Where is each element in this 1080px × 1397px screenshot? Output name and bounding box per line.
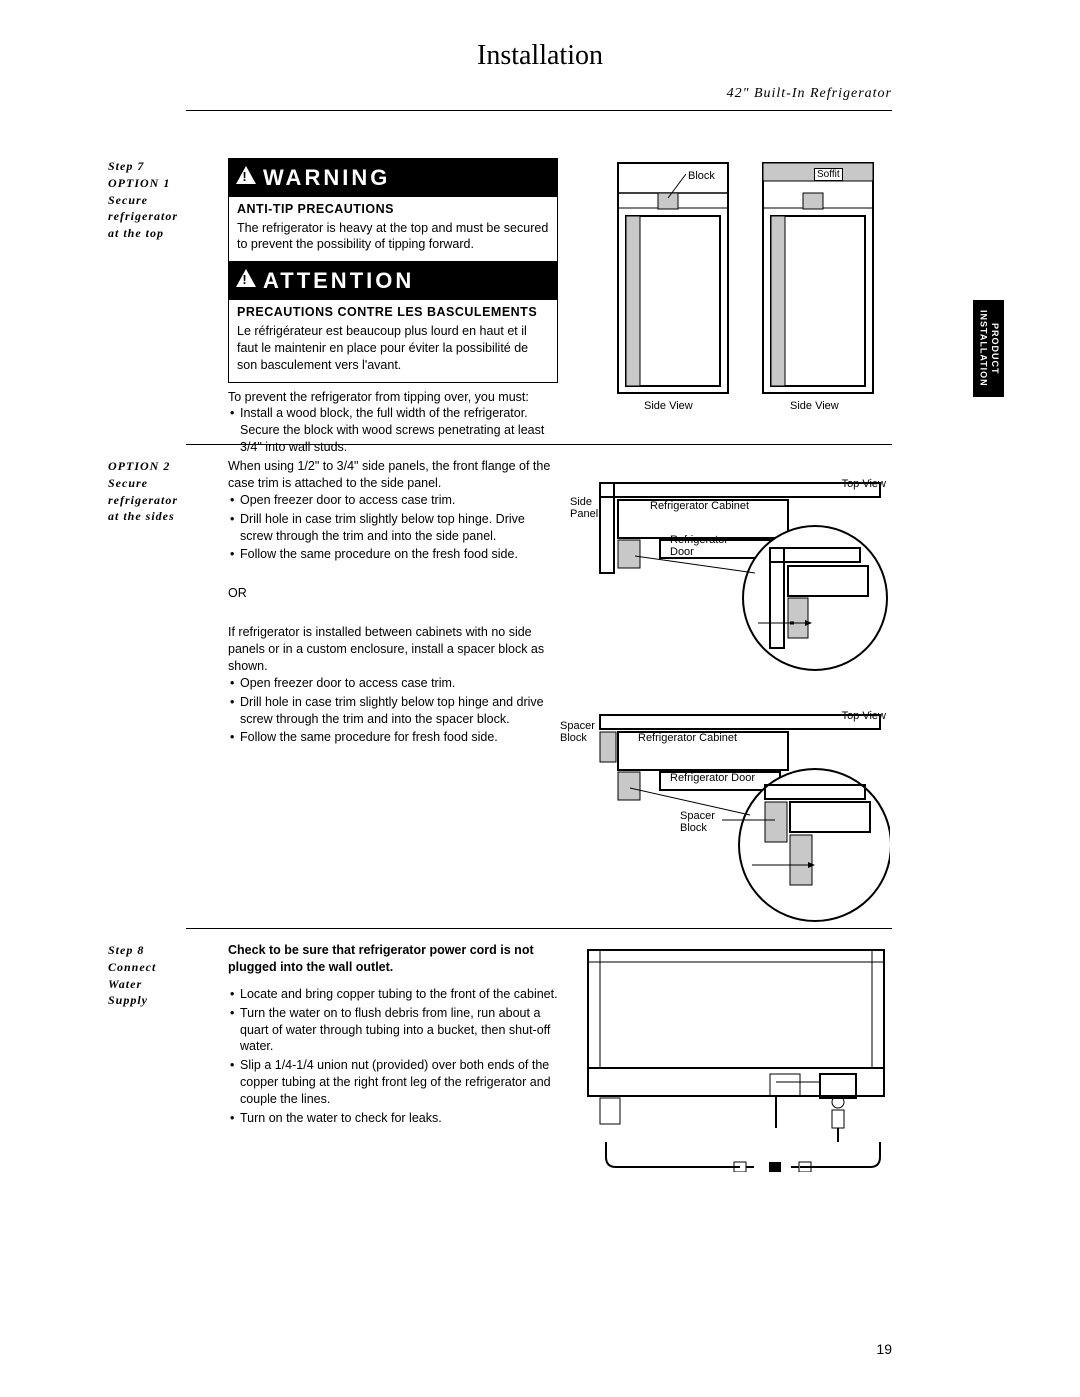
figure-water-supply xyxy=(580,942,892,1172)
warning-label: WARNING xyxy=(263,163,390,193)
label-sideview-1: Side View xyxy=(644,400,693,412)
page-title: Installation xyxy=(0,40,1080,72)
label-cabinet-2: Refrigerator Cabinet xyxy=(638,732,737,744)
label-door-1: Refrigerator Door xyxy=(670,534,728,558)
label-sideview-2: Side View xyxy=(790,400,839,412)
figure-side-views: Block Soffit Side View Side View xyxy=(608,158,888,438)
warning-subhead: ANTI-TIP PRECAUTIONS xyxy=(237,201,549,218)
attention-icon: ! xyxy=(235,266,257,296)
figure-top-view-panel: Top View Side Panel Refrigerator Cabinet… xyxy=(570,458,890,678)
warning-body: The refrigerator is heavy at the top and… xyxy=(237,221,548,252)
step-label-7-opt1: Step 7 OPTION 1 Secure refrigerator at t… xyxy=(108,158,218,242)
step8-bullet-2: Turn the water on to flush debris from l… xyxy=(228,1005,558,1056)
step8-bullet-1: Locate and bring copper tubing to the fr… xyxy=(228,986,558,1003)
opt2-bullet-4: Open freezer door to access case trim. xyxy=(228,675,558,692)
page-number: 19 xyxy=(876,1341,892,1357)
step8-bullet-3: Slip a 1/4-1/4 union nut (provided) over… xyxy=(228,1057,558,1108)
opt1-bullet-1: Install a wood block, the full width of … xyxy=(228,405,558,456)
label-spacer-1: Spacer Block xyxy=(560,720,595,744)
section-tab: PRODUCT INSTALLATION xyxy=(973,300,1004,397)
opt2-intro2: If refrigerator is installed between cab… xyxy=(228,624,558,675)
step8-bullet-4: Turn on the water to check for leaks. xyxy=(228,1110,558,1127)
tab-line1: PRODUCT xyxy=(990,323,1000,375)
label-door-2: Refrigerator Door xyxy=(670,772,755,784)
step8-warn: Check to be sure that refrigerator power… xyxy=(228,942,558,976)
attention-subhead: PRECAUTIONS CONTRE LES BASCULEMENTS xyxy=(237,304,549,321)
label-spacer-2: Spacer Block xyxy=(680,810,715,834)
divider-rule-2 xyxy=(186,928,892,929)
tab-line2: INSTALLATION xyxy=(978,310,988,387)
label-sidepanel: Side Panel xyxy=(570,496,598,520)
opt2-bullet-2: Drill hole in case trim slightly below t… xyxy=(228,511,558,545)
opt1-intro: To prevent the refrigerator from tipping… xyxy=(228,389,558,406)
label-topview-2: Top View xyxy=(842,710,886,722)
figure-top-view-spacer: Top View Spacer Block Refrigerator Cabin… xyxy=(570,690,890,925)
label-cabinet-1: Refrigerator Cabinet xyxy=(650,500,749,512)
label-soffit: Soffit xyxy=(814,168,843,181)
svg-text:!: ! xyxy=(242,272,249,287)
attention-label: ATTENTION xyxy=(263,266,414,296)
opt2-intro: When using 1/2" to 3/4" side panels, the… xyxy=(228,458,558,492)
label-topview-1: Top View xyxy=(842,478,886,490)
warning-icon: ! xyxy=(235,163,257,193)
svg-text:!: ! xyxy=(242,169,249,184)
label-block: Block xyxy=(688,170,715,182)
attention-box: ! ATTENTION PRECAUTIONS CONTRE LES BASCU… xyxy=(228,262,558,382)
opt2-bullet-1: Open freezer door to access case trim. xyxy=(228,492,558,509)
opt2-bullet-3: Follow the same procedure on the fresh f… xyxy=(228,546,558,563)
page-subtitle: 42" Built-In Refrigerator xyxy=(727,86,892,102)
header-rule xyxy=(186,110,892,111)
opt2-or: OR xyxy=(228,585,558,602)
opt2-bullet-6: Follow the same procedure for fresh food… xyxy=(228,729,558,746)
opt2-bullet-5: Drill hole in case trim slightly below t… xyxy=(228,694,558,728)
attention-body: Le réfrigérateur est beaucoup plus lourd… xyxy=(237,324,528,372)
step-label-opt2: OPTION 2 Secure refrigerator at the side… xyxy=(108,458,218,525)
step-label-8: Step 8 Connect Water Supply xyxy=(108,942,218,1009)
warning-box: ! WARNING ANTI-TIP PRECAUTIONS The refri… xyxy=(228,158,558,262)
divider-rule-1 xyxy=(186,444,892,445)
